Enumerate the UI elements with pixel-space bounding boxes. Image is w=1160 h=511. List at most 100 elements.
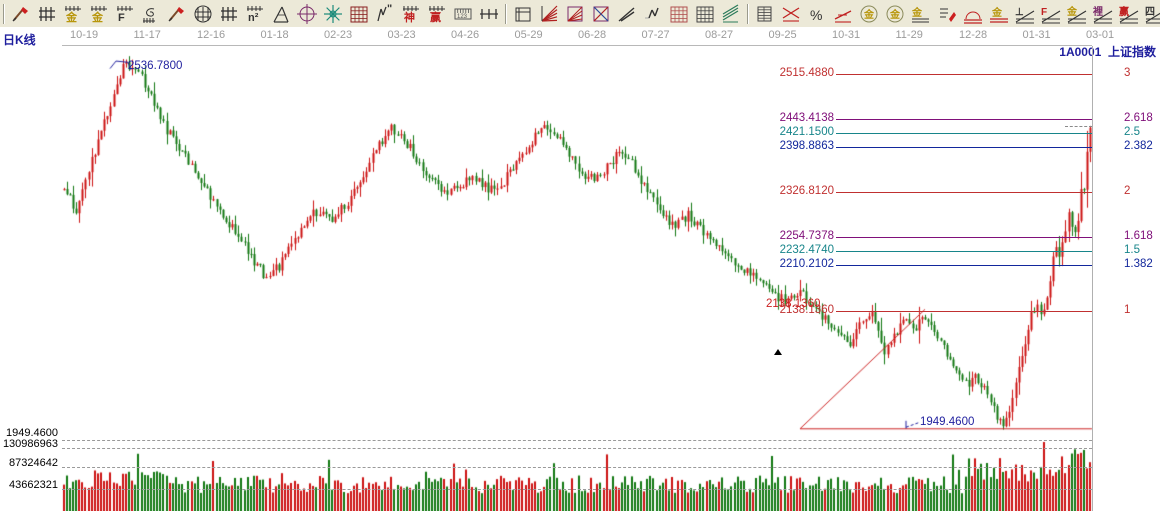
svg-text:F: F: [1041, 7, 1047, 18]
axis-rule: [62, 45, 1092, 46]
date-tick-label: 05-29: [514, 29, 543, 41]
price-chart-panel[interactable]: 2515.4880 3 2443.4138 2.618 2421.1500 2.5 2398…: [0, 46, 1160, 441]
fibonacci-level-line: [836, 265, 1092, 267]
svg-text:裡: 裡: [1092, 5, 1103, 18]
candlestick-canvas[interactable]: [0, 46, 1160, 441]
cut-line-icon[interactable]: [830, 2, 856, 26]
angle-icon[interactable]: [268, 2, 294, 26]
pen-mark-icon[interactable]: [164, 2, 190, 26]
date-tick-label: 11-17: [133, 29, 161, 41]
li-slope-icon[interactable]: 裡: [1090, 2, 1116, 26]
percent-sign-icon[interactable]: %: [804, 2, 830, 26]
svg-text:神: 神: [404, 10, 415, 24]
fibonacci-level-line: [836, 133, 1092, 135]
date-tick-label: 01-31: [1022, 29, 1051, 41]
box-fan-icon[interactable]: [562, 2, 588, 26]
gold-circle-icon[interactable]: 金: [856, 2, 882, 26]
toolbar-group-3: % 金金金金 ⊥ F 金裡赢四: [752, 2, 1160, 26]
n2-icon[interactable]: n²: [242, 2, 268, 26]
fibonacci-level-line: [836, 147, 1092, 149]
gold-slope-icon[interactable]: 金: [1064, 2, 1090, 26]
parallel-lines-icon[interactable]: [718, 2, 744, 26]
box-diag-icon[interactable]: [588, 2, 614, 26]
gann-grid-icon[interactable]: [34, 2, 60, 26]
gold-red-icon[interactable]: 金: [986, 2, 1012, 26]
volume-axis-label: 87324642: [9, 457, 58, 469]
toolbar-separator: [505, 3, 507, 24]
date-tick-label: 03-23: [387, 29, 416, 41]
red-grid-icon[interactable]: [666, 2, 692, 26]
volume-gridline: [62, 467, 1092, 468]
svg-text:%: %: [810, 7, 822, 23]
resistance-label: 2138.1360: [766, 297, 821, 310]
gann-fan-icon[interactable]: [294, 2, 320, 26]
grid-icon[interactable]: [216, 2, 242, 26]
ruler-icon[interactable]: 123: [450, 2, 476, 26]
slope-line-icon[interactable]: [614, 2, 640, 26]
percent-line-icon[interactable]: F: [112, 2, 138, 26]
fibonacci-level-line: [836, 192, 1092, 194]
volume-canvas[interactable]: [0, 441, 1160, 511]
fibonacci-level-line: [836, 119, 1092, 121]
fibonacci-price-label: 2443.4138: [779, 112, 834, 125]
svg-text:⊥: ⊥: [1015, 7, 1024, 18]
shen-icon[interactable]: 神: [398, 2, 424, 26]
date-tick-label: 10-31: [832, 29, 861, 41]
fibonacci-price-label: 2421.1500: [779, 126, 834, 139]
wave-mark-icon[interactable]: ": [372, 2, 398, 26]
fibonacci-level-line: [836, 73, 1092, 75]
fibonacci-price-label: 2398.8863: [779, 140, 834, 153]
dark-grid-icon[interactable]: [692, 2, 718, 26]
zigzag-icon[interactable]: [640, 2, 666, 26]
svg-text:赢: 赢: [1119, 5, 1129, 18]
crosshair-icon[interactable]: [476, 2, 502, 26]
fibonacci-price-label: 2326.8120: [779, 185, 834, 198]
date-tick-label: 01-18: [260, 29, 289, 41]
buy-marker-triangle: [774, 349, 782, 355]
volume-gridline: [62, 489, 1092, 490]
box-icon[interactable]: [346, 2, 372, 26]
volume-axis-label: 43662321: [9, 479, 58, 491]
fibonacci-level-line: [836, 310, 1092, 312]
fibonacci-ratio-label: 1.382: [1124, 258, 1153, 271]
fibonacci-ratio-label: 1: [1124, 303, 1131, 316]
star-icon[interactable]: [320, 2, 346, 26]
volume-panel[interactable]: [0, 441, 1160, 511]
swing-low-label: 1949.4600: [920, 415, 975, 428]
fibonacci-level-line: [836, 237, 1092, 239]
ying-icon[interactable]: 赢: [424, 2, 450, 26]
date-tick-label: 11-29: [895, 29, 923, 41]
f-slope-icon[interactable]: F: [1038, 2, 1064, 26]
si-slope-icon[interactable]: 四: [1142, 2, 1160, 26]
circle-grid-icon[interactable]: [190, 2, 216, 26]
drawing-pen-icon[interactable]: [8, 2, 34, 26]
volume-gridline: [62, 440, 1092, 441]
date-tick-label: 12-28: [959, 29, 988, 41]
pen-drop-icon[interactable]: [934, 2, 960, 26]
fibonacci-ratio-label: 2.382: [1124, 140, 1153, 153]
gold-band-icon[interactable]: 金: [86, 2, 112, 26]
svg-text:金: 金: [91, 10, 104, 24]
gold-ratio-icon[interactable]: 金: [60, 2, 86, 26]
spiral-icon[interactable]: [138, 2, 164, 26]
svg-text:赢: 赢: [430, 10, 441, 24]
arch-red-icon[interactable]: [960, 2, 986, 26]
fan-lines-icon[interactable]: [536, 2, 562, 26]
fibonacci-price-label: 2138.1360: [779, 303, 834, 316]
percent-cross-icon[interactable]: [778, 2, 804, 26]
svg-text:金: 金: [889, 8, 901, 21]
gold-ladder-icon[interactable]: 金: [908, 2, 934, 26]
date-tick-label: 09-25: [768, 29, 797, 41]
rect-frame-icon[interactable]: [510, 2, 536, 26]
j-slope-icon[interactable]: ⊥: [1012, 2, 1038, 26]
gold-circle2-icon[interactable]: 金: [882, 2, 908, 26]
fibonacci-ratio-label: 2.5: [1124, 126, 1140, 139]
fibonacci-ratio-label: 2: [1124, 185, 1131, 198]
ying-slope-icon[interactable]: 赢: [1116, 2, 1142, 26]
panel-low-price-label: 1949.4600: [6, 427, 58, 439]
fibonacci-price-label: 2254.7378: [779, 230, 834, 243]
fibonacci-level-line: [836, 251, 1092, 253]
ladder-icon[interactable]: [752, 2, 778, 26]
